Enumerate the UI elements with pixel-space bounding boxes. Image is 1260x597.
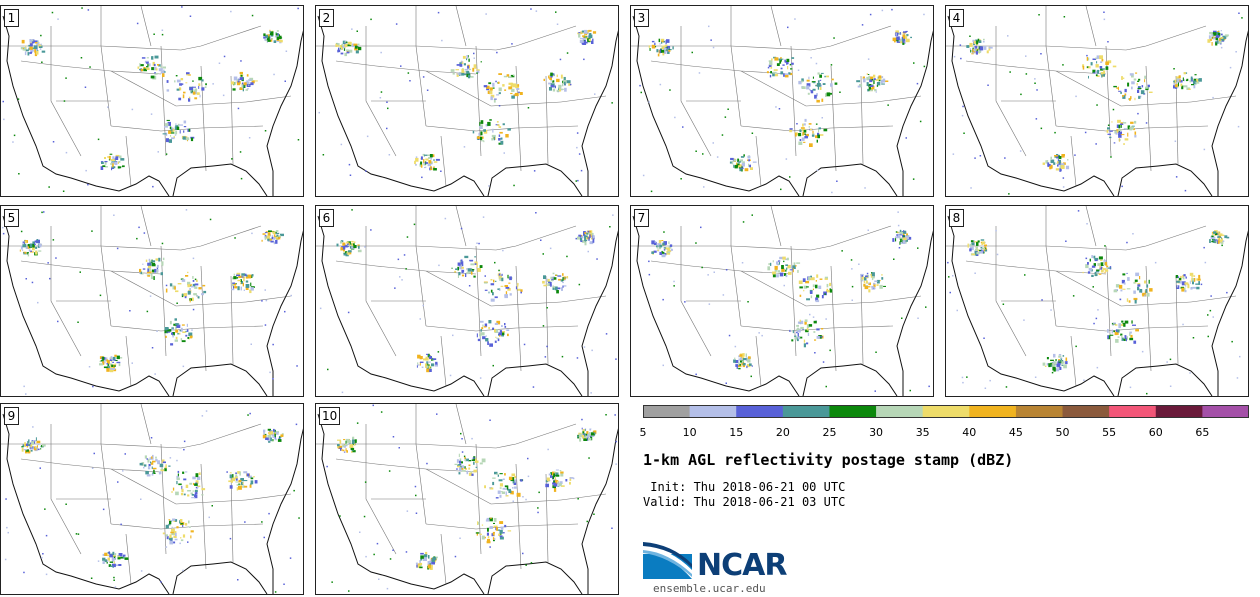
colorbar-segment [643, 405, 691, 418]
ensemble-member-map: 8 [945, 205, 1249, 397]
colorbar-segment [689, 405, 737, 418]
colorbar-segment [829, 405, 877, 418]
member-number-label: 3 [634, 9, 649, 27]
us-map-icon [1, 404, 303, 594]
colorbar-segment [1202, 405, 1249, 418]
colorbar-segment [1109, 405, 1157, 418]
member-number-label: 2 [319, 9, 334, 27]
member-number-label: 9 [4, 407, 19, 425]
valid-time: Valid: Thu 2018-06-21 03 UTC [643, 495, 846, 509]
member-number-label: 6 [319, 209, 334, 227]
colorbar-tick-label: 10 [682, 426, 697, 439]
colorbar-segment [782, 405, 830, 418]
colorbar-tick-label: 20 [775, 426, 790, 439]
member-number-label: 8 [949, 209, 964, 227]
colorbar-segment [1062, 405, 1110, 418]
ensemble-member-map: 4 [945, 5, 1249, 197]
us-map-icon [631, 6, 933, 196]
colorbar-tick-label: 45 [1008, 426, 1023, 439]
init-time: Init: Thu 2018-06-21 00 UTC [643, 480, 846, 494]
colorbar-tick-label: 55 [1102, 426, 1117, 439]
colorbar-tick-label: 5 [639, 426, 647, 439]
member-number-label: 5 [4, 209, 19, 227]
colorbar-segment [1155, 405, 1203, 418]
ensemble-member-map: 5 [0, 205, 304, 397]
colorbar-tick-label: 35 [915, 426, 930, 439]
colorbar-tick-label: 30 [869, 426, 884, 439]
us-map-icon [316, 404, 618, 594]
us-map-icon [631, 206, 933, 396]
colorbar-segment [922, 405, 970, 418]
member-number-label: 4 [949, 9, 964, 27]
colorbar-tick-label: 40 [962, 426, 977, 439]
ensemble-member-map: 7 [630, 205, 934, 397]
ensemble-member-map: 1 [0, 5, 304, 197]
colorbar-tick-label: 50 [1055, 426, 1070, 439]
colorbar-segment [969, 405, 1017, 418]
ncar-logo-text: NCAR [697, 548, 787, 583]
ensemble-member-map: 2 [315, 5, 619, 197]
ensemble-member-map: 6 [315, 205, 619, 397]
us-map-icon [1, 206, 303, 396]
member-number-label: 10 [319, 407, 341, 425]
reflectivity-colorbar [643, 405, 1249, 418]
ensemble-member-map: 9 [0, 403, 304, 595]
colorbar-segment [876, 405, 924, 418]
colorbar-segment [1015, 405, 1064, 418]
colorbar-segment [736, 405, 784, 418]
colorbar-tick-label: 15 [729, 426, 744, 439]
colorbar-tick-label: 60 [1148, 426, 1163, 439]
us-map-icon [316, 6, 618, 196]
member-number-label: 1 [4, 9, 19, 27]
site-url: ensemble.ucar.edu [653, 582, 766, 595]
us-map-icon [316, 206, 618, 396]
chart-title: 1-km AGL reflectivity postage stamp (dBZ… [643, 451, 1014, 469]
us-map-icon [946, 206, 1248, 396]
colorbar-tick-label: 65 [1195, 426, 1210, 439]
us-map-icon [1, 6, 303, 196]
colorbar-tick-label: 25 [822, 426, 837, 439]
ncar-logo-icon [643, 542, 692, 579]
us-map-icon [946, 6, 1248, 196]
ensemble-member-map: 10 [315, 403, 619, 595]
member-number-label: 7 [634, 209, 649, 227]
ensemble-member-map: 3 [630, 5, 934, 197]
